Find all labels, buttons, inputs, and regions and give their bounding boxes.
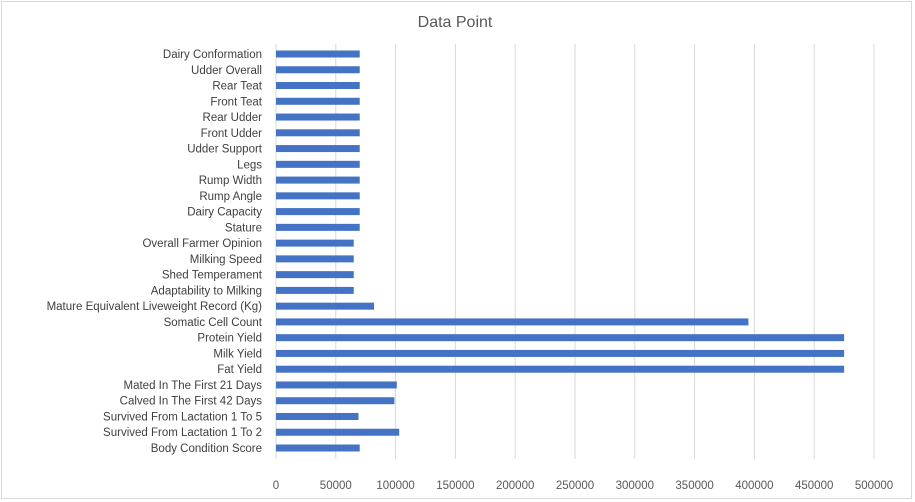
category-label: Survived From Lactation 1 To 2	[103, 427, 262, 439]
bar	[276, 444, 360, 452]
category-label: Overall Farmer Opinion	[142, 238, 262, 250]
bar	[276, 397, 395, 405]
gridlines	[275, 44, 875, 459]
x-tick-label: 250000	[556, 480, 594, 492]
bar	[276, 365, 845, 373]
category-label: Front Udder	[201, 128, 263, 140]
category-label: Shed Temperament	[162, 270, 263, 282]
bar	[276, 97, 360, 105]
category-label: Udder Support	[187, 144, 263, 156]
bar	[276, 50, 360, 58]
x-axis-tick-labels: 0 50000 100000 150000 200000 250000 300000 3500…	[273, 480, 893, 492]
bar	[276, 82, 360, 90]
bar	[276, 223, 360, 231]
category-label: Adaptability to Milking	[151, 285, 262, 297]
x-tick-label: 150000	[436, 480, 474, 492]
x-tick-label: 450000	[795, 480, 833, 492]
category-label: Dairy Conformation	[163, 49, 262, 61]
category-label: Udder Overall	[191, 65, 262, 77]
category-label: Rear Udder	[203, 112, 263, 124]
category-label: Somatic Cell Count	[164, 317, 263, 329]
bar	[276, 66, 360, 74]
x-tick-label: 0	[273, 480, 279, 492]
category-label: Milk Yield	[213, 348, 262, 360]
category-label: Front Teat	[210, 96, 262, 108]
bar	[276, 286, 354, 294]
bar	[276, 255, 354, 263]
bar	[276, 129, 360, 137]
x-tick-label: 300000	[616, 480, 654, 492]
category-label: Milking Speed	[190, 254, 262, 266]
category-label: Stature	[225, 222, 262, 234]
category-label: Dairy Capacity	[187, 207, 262, 219]
category-label: Protein Yield	[197, 333, 262, 345]
x-tick-label: 350000	[675, 480, 713, 492]
category-label: Rear Teat	[212, 81, 262, 93]
x-tick-label: 100000	[376, 480, 414, 492]
bar	[276, 271, 354, 279]
bar	[276, 160, 360, 168]
bar	[276, 381, 397, 389]
category-label: Survived From Lactation 1 To 5	[103, 411, 262, 423]
x-tick-label: 400000	[735, 480, 773, 492]
bar	[276, 208, 360, 216]
bar	[276, 176, 360, 184]
category-label: Rump Width	[199, 175, 262, 187]
bar	[276, 334, 845, 342]
category-label: Mature Equivalent Liveweight Record (Kg)	[47, 301, 263, 313]
category-label: Calved In The First 42 Days	[120, 396, 263, 408]
bar	[276, 349, 845, 357]
category-label: Fat Yield	[217, 364, 262, 376]
bar	[276, 192, 360, 200]
category-label: Mated In The First 21 Days	[124, 380, 263, 392]
category-label: Rump Angle	[199, 191, 262, 203]
bar	[276, 239, 354, 247]
x-tick-label: 200000	[496, 480, 534, 492]
category-labels: Dairy Conformation Udder Overall Rear Teat…	[47, 49, 263, 455]
chart-title: Data Point	[418, 14, 493, 31]
category-label: Legs	[237, 159, 262, 171]
x-tick-label: 50000	[320, 480, 352, 492]
bar	[276, 113, 360, 121]
bar	[276, 318, 749, 326]
category-label: Body Condition Score	[151, 443, 262, 455]
bars	[276, 50, 845, 452]
bar	[276, 145, 360, 153]
bar	[276, 412, 359, 420]
x-tick-label: 500000	[855, 480, 893, 492]
bar	[276, 302, 375, 310]
bar	[276, 428, 400, 436]
